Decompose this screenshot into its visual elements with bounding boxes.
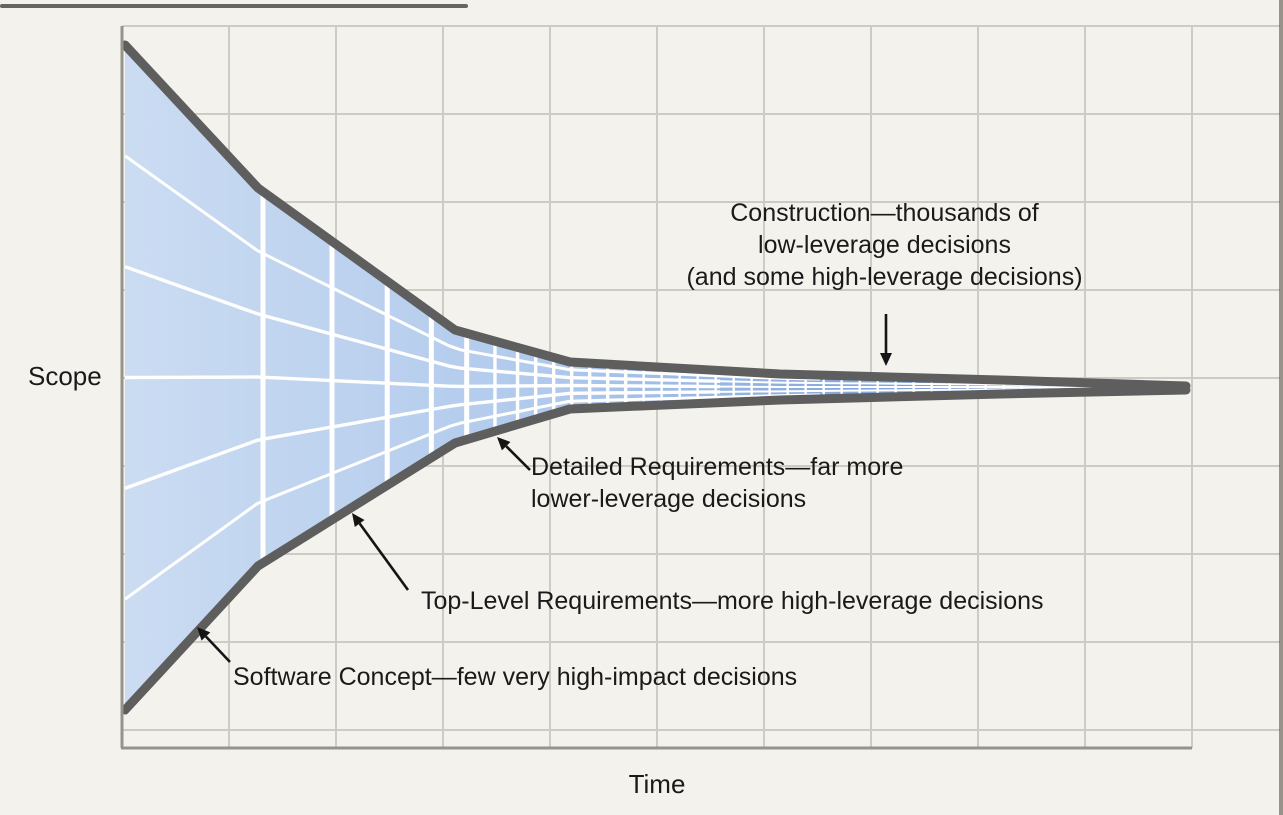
arrow-detailed-requirements [497, 437, 531, 471]
axes [120, 26, 1192, 750]
scan-artifact-top-edge [0, 4, 468, 8]
annotation-construction: Construction—thousands of low-leverage d… [632, 197, 1137, 293]
annotation-software-concept: Software Concept—few very high-impact de… [233, 663, 798, 691]
annotation-construction-line-3: (and some high-leverage decisions) [686, 263, 1083, 291]
arrow-software-concept [197, 627, 231, 663]
annotation-top-level-requirements: Top-Level Requirements—more high-leverag… [421, 587, 1044, 615]
arrow-construction [880, 314, 892, 366]
arrow-top-level-requirements [352, 513, 410, 591]
annotation-construction-line-1: Construction—thousands of [730, 199, 1039, 227]
funnel-outline-top [120, 40, 1191, 391]
funnel-inner-grid [125, 154, 1186, 601]
funnel-fill [125, 45, 1186, 710]
x-axis-label: Time [628, 769, 686, 799]
y-axis-label: Scope [28, 361, 102, 391]
scan-artifact-right-edge [1279, 0, 1283, 815]
annotation-detailed-line-1: Detailed Requirements—far more [531, 453, 904, 481]
funnel-outline-bottom [120, 385, 1191, 715]
annotation-construction-line-2: low-leverage decisions [758, 231, 1011, 259]
background-grid [122, 25, 1280, 748]
annotation-detailed-requirements: Detailed Requirements—far more lower-lev… [531, 451, 903, 515]
annotation-detailed-line-2: lower-leverage decisions [531, 485, 807, 513]
